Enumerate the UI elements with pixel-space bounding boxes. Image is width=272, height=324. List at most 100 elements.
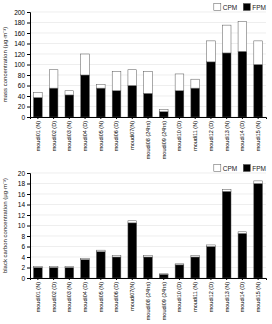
tick: 200	[14, 9, 30, 16]
y-axis: 02468101214161820	[18, 170, 31, 282]
tick-label: moudi06 (D)	[113, 121, 119, 151]
tick-mark	[100, 278, 101, 280]
tick: 120	[14, 51, 30, 58]
tick-mark	[69, 278, 70, 280]
tick: 2	[21, 264, 30, 271]
bar	[128, 86, 137, 118]
bar	[144, 257, 153, 278]
tick-label: moudi09 (24hs)	[161, 121, 167, 159]
bar	[65, 266, 74, 267]
axis-title: black carbon concentration (µg·m⁻³)	[2, 178, 8, 273]
axis-line	[31, 118, 267, 120]
tick-label: moudi05 (N)	[98, 121, 104, 151]
tick-mark	[27, 278, 30, 279]
tick-mark	[27, 117, 30, 118]
tick-label: 200	[14, 9, 25, 16]
tick-label: 60	[18, 82, 26, 89]
tick: moudi03 (N)	[66, 117, 72, 151]
tick-mark	[132, 278, 133, 280]
tick-label: 2	[21, 264, 25, 271]
legend-item: CPM	[214, 165, 237, 172]
tick: 12	[18, 212, 30, 219]
tick-mark	[27, 268, 30, 269]
bar	[207, 247, 216, 279]
tick-mark	[85, 278, 86, 280]
tick-mark	[27, 65, 30, 66]
tick-mark	[69, 117, 70, 119]
tick-mark	[27, 257, 30, 258]
tick-mark	[148, 117, 149, 119]
tick-label: moudi08 (24hs)	[145, 282, 151, 320]
bar	[49, 268, 58, 279]
tick-label: moudi01 (N)	[35, 121, 41, 151]
bar	[254, 184, 263, 279]
legend-item: CPM	[214, 4, 237, 11]
tick-label: moudi02 (D)	[51, 282, 57, 312]
bar	[175, 265, 184, 278]
tick-label: 120	[14, 51, 25, 58]
legend-item: FPM	[243, 165, 266, 172]
bar	[65, 268, 74, 279]
bar	[34, 266, 43, 267]
tick: 16	[18, 191, 30, 198]
bar	[222, 25, 231, 53]
tick-mark	[27, 107, 30, 108]
tick: moudi11 (N)	[192, 117, 198, 151]
tick-mark	[27, 247, 30, 248]
tick: moudi11 (N)	[192, 278, 198, 312]
tick-label: moudi03 (N)	[66, 282, 72, 312]
tick-mark	[27, 205, 30, 206]
tick-label: moudi13 (N)	[224, 282, 230, 312]
legend-swatch	[214, 4, 221, 11]
tick: moudi04 (D)	[82, 117, 88, 151]
tick: moudi03 (N)	[66, 278, 72, 312]
tick: 160	[14, 30, 30, 37]
tick-label: 6	[21, 243, 25, 250]
tick: 140	[14, 40, 30, 47]
tick-mark	[85, 117, 86, 119]
grid-line	[30, 12, 266, 13]
bar-series	[34, 21, 263, 111]
bar	[112, 257, 121, 278]
tick-mark	[27, 23, 30, 24]
bar	[34, 98, 43, 117]
bar	[191, 257, 200, 278]
bar-series	[34, 184, 263, 279]
tick-mark	[163, 278, 164, 280]
tick: 0	[21, 114, 30, 121]
tick: moudi06 (D)	[113, 117, 119, 151]
tick: moudi10 (D)	[176, 117, 182, 151]
tick-label: 100	[14, 61, 25, 68]
tick: moudi14 (D)	[239, 278, 245, 312]
tick-label: moudi14 (D)	[239, 282, 245, 312]
bar-series	[34, 51, 263, 117]
tick-mark	[195, 278, 196, 280]
tick: moudi08 (24hs)	[145, 278, 151, 320]
grid	[30, 173, 266, 278]
tick: moudi13 (N)	[224, 278, 230, 312]
bar	[175, 264, 184, 265]
tick-mark	[163, 117, 164, 119]
tick: 100	[14, 61, 30, 68]
panel: 02468101214161820moudi01 (N)moudi02 (D)m…	[2, 170, 267, 321]
tick-mark	[100, 117, 101, 119]
tick-mark	[148, 278, 149, 280]
bar	[238, 233, 247, 278]
tick-mark	[27, 173, 30, 174]
tick-mark	[242, 117, 243, 119]
bar	[191, 79, 200, 88]
tick-mark	[27, 194, 30, 195]
tick-mark	[27, 54, 30, 55]
tick-label: 10	[18, 222, 26, 229]
bars	[34, 21, 263, 117]
legend-label: CPM	[223, 4, 237, 11]
tick: 80	[18, 72, 30, 79]
tick: moudi08 (24hs)	[145, 117, 151, 159]
bar	[175, 74, 184, 91]
tick-mark	[226, 278, 227, 280]
tick-mark	[53, 278, 54, 280]
tick-label: moudi12 (D)	[208, 121, 214, 151]
tick: moudi14 (D)	[239, 117, 245, 151]
tick: 4	[21, 254, 30, 261]
legend-label: FPM	[252, 4, 266, 11]
